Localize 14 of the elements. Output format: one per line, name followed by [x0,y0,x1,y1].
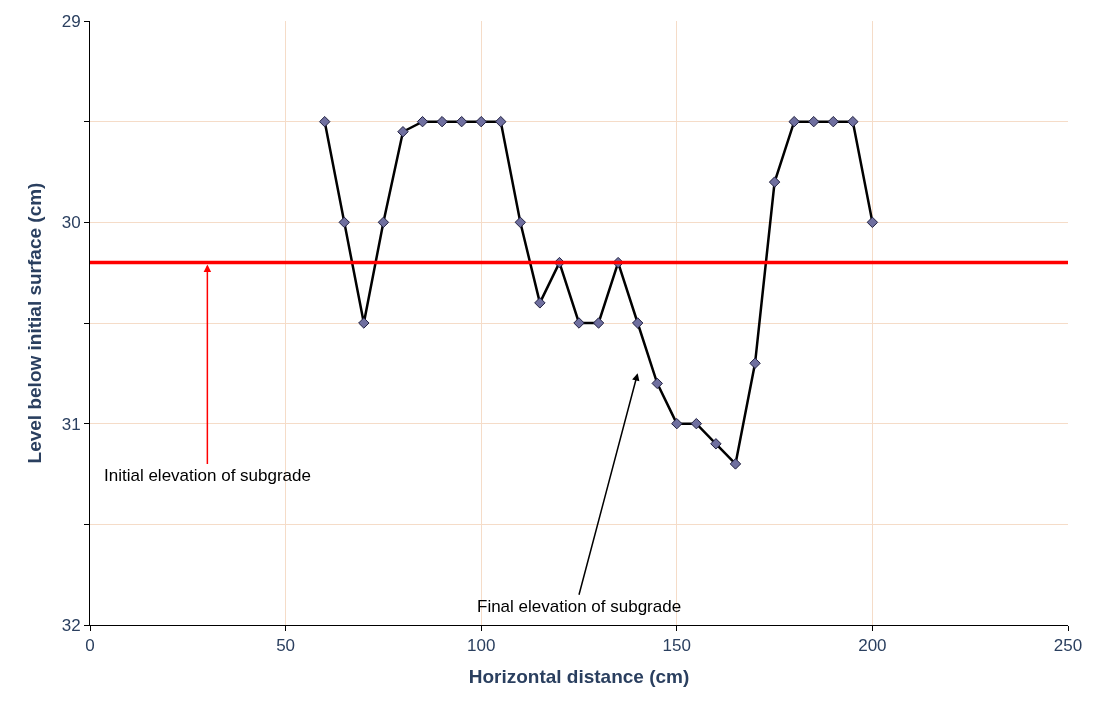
x-tick-label: 250 [1053,636,1083,656]
x-tick-label: 50 [276,636,296,656]
x-tick-label: 200 [858,636,887,656]
y-tick-label: 31 [61,414,81,434]
x-axis-title: Horizontal distance (cm) [468,666,690,688]
x-tick-label: 100 [467,636,496,656]
y-axis-title: Level below initial surface (cm) [23,182,45,464]
y-tick-label: 30 [61,213,81,233]
x-tick-label: 0 [85,636,95,656]
y-tick-label: 32 [61,615,81,635]
annotation: Initial elevation of subgrade [104,466,311,485]
x-tick-label: 150 [662,636,691,656]
annotation: Final elevation of subgrade [477,597,682,616]
y-tick-label: 29 [61,11,81,31]
